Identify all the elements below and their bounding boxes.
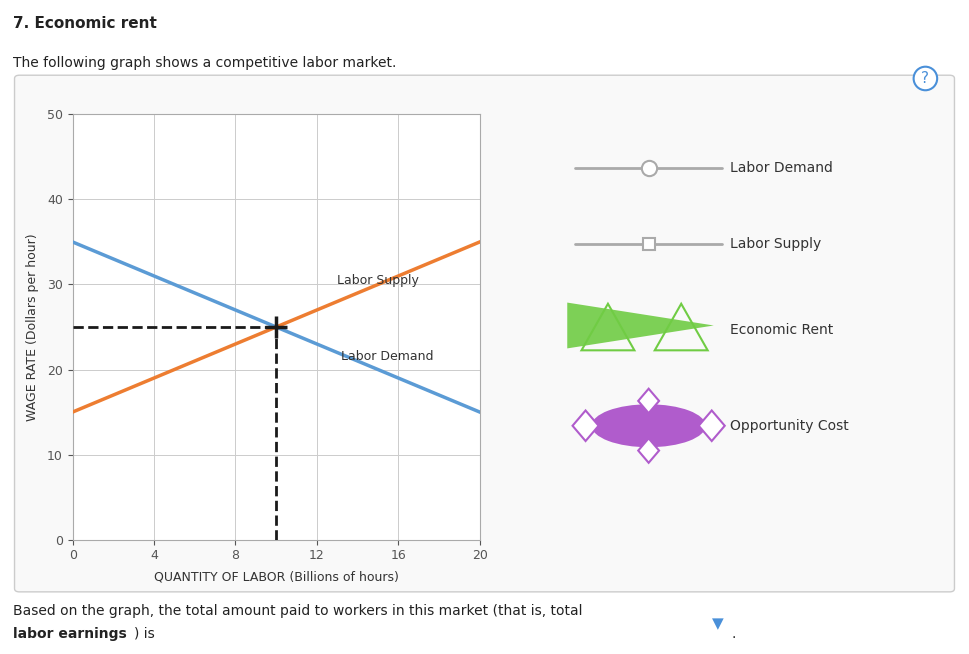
Polygon shape <box>567 303 714 349</box>
Text: Labor Demand: Labor Demand <box>341 351 434 363</box>
Text: Economic Rent: Economic Rent <box>730 323 833 337</box>
Text: .: . <box>732 627 736 640</box>
Text: Labor Demand: Labor Demand <box>730 161 833 175</box>
Text: labor earnings: labor earnings <box>13 627 126 640</box>
Text: ?: ? <box>922 71 929 86</box>
Y-axis label: WAGE RATE (Dollars per hour): WAGE RATE (Dollars per hour) <box>25 233 39 421</box>
Text: ▼: ▼ <box>712 616 724 631</box>
Polygon shape <box>699 411 725 441</box>
Ellipse shape <box>592 404 705 447</box>
Polygon shape <box>573 411 599 441</box>
Text: Opportunity Cost: Opportunity Cost <box>730 419 849 433</box>
Text: ) is: ) is <box>134 627 154 640</box>
Text: The following graph shows a competitive labor market.: The following graph shows a competitive … <box>13 56 396 69</box>
X-axis label: QUANTITY OF LABOR (Billions of hours): QUANTITY OF LABOR (Billions of hours) <box>154 570 398 583</box>
Text: 7. Economic rent: 7. Economic rent <box>13 16 156 31</box>
Polygon shape <box>639 438 659 463</box>
Text: Based on the graph, the total amount paid to workers in this market (that is, to: Based on the graph, the total amount pai… <box>13 604 586 618</box>
Text: Labor Supply: Labor Supply <box>730 237 822 251</box>
Text: Labor Supply: Labor Supply <box>337 274 419 286</box>
Polygon shape <box>639 388 659 413</box>
